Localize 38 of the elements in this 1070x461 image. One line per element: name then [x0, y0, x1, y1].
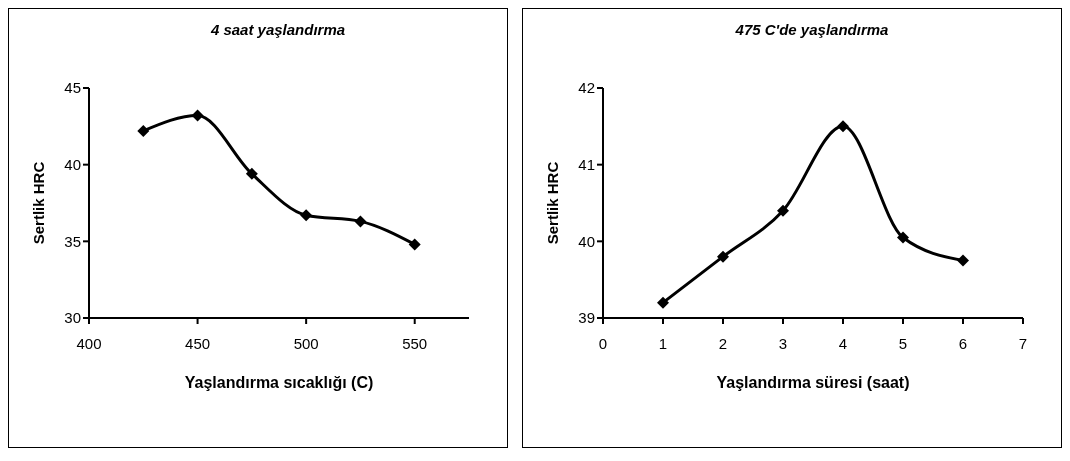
- point: [837, 120, 849, 133]
- point: [717, 250, 729, 263]
- point: [245, 167, 258, 180]
- chart-title: 475 C'de yaşlandırma: [734, 21, 890, 38]
- chart-title: 4 saat yaşlandırma: [209, 21, 347, 38]
- x-tick-label: 400: [76, 334, 102, 352]
- x-tick-label: 0: [598, 334, 608, 352]
- y-axis-title: Sertlik HRC: [544, 161, 562, 245]
- x-tick-label: 2: [718, 334, 728, 352]
- x-tick-label: 1: [658, 334, 668, 352]
- y-tick-label: 30: [64, 309, 81, 327]
- y-tick-label: 35: [64, 232, 81, 250]
- y-tick-label: 41: [578, 155, 595, 173]
- point: [408, 238, 421, 251]
- point: [137, 124, 150, 137]
- x-tick-label: 500: [293, 334, 319, 352]
- point: [354, 215, 367, 228]
- x-axis-title: Yaşlandırma sıcaklığı (C): [184, 374, 374, 391]
- y-tick-label: 40: [578, 232, 595, 250]
- y-tick-label: 40: [64, 155, 81, 173]
- y-tick-label: 45: [64, 79, 81, 97]
- x-tick-label: 3: [778, 334, 788, 352]
- x-tick-label: 450: [185, 334, 211, 352]
- x-tick-label: 6: [958, 334, 968, 352]
- y-axis-title: Sertlik HRC: [30, 161, 48, 245]
- point: [777, 204, 789, 217]
- x-tick-label: 4: [838, 334, 848, 352]
- point: [657, 296, 669, 309]
- x-tick-label: 5: [898, 334, 908, 352]
- point: [957, 254, 969, 267]
- x-tick-label: 7: [1018, 334, 1028, 352]
- point: [300, 209, 313, 222]
- point: [191, 109, 204, 122]
- y-tick-label: 42: [578, 79, 595, 97]
- x-axis-title: Yaşlandırma süresi (saat): [716, 374, 910, 391]
- x-tick-label: 550: [402, 334, 428, 352]
- point: [897, 231, 909, 244]
- y-tick-label: 39: [578, 309, 595, 327]
